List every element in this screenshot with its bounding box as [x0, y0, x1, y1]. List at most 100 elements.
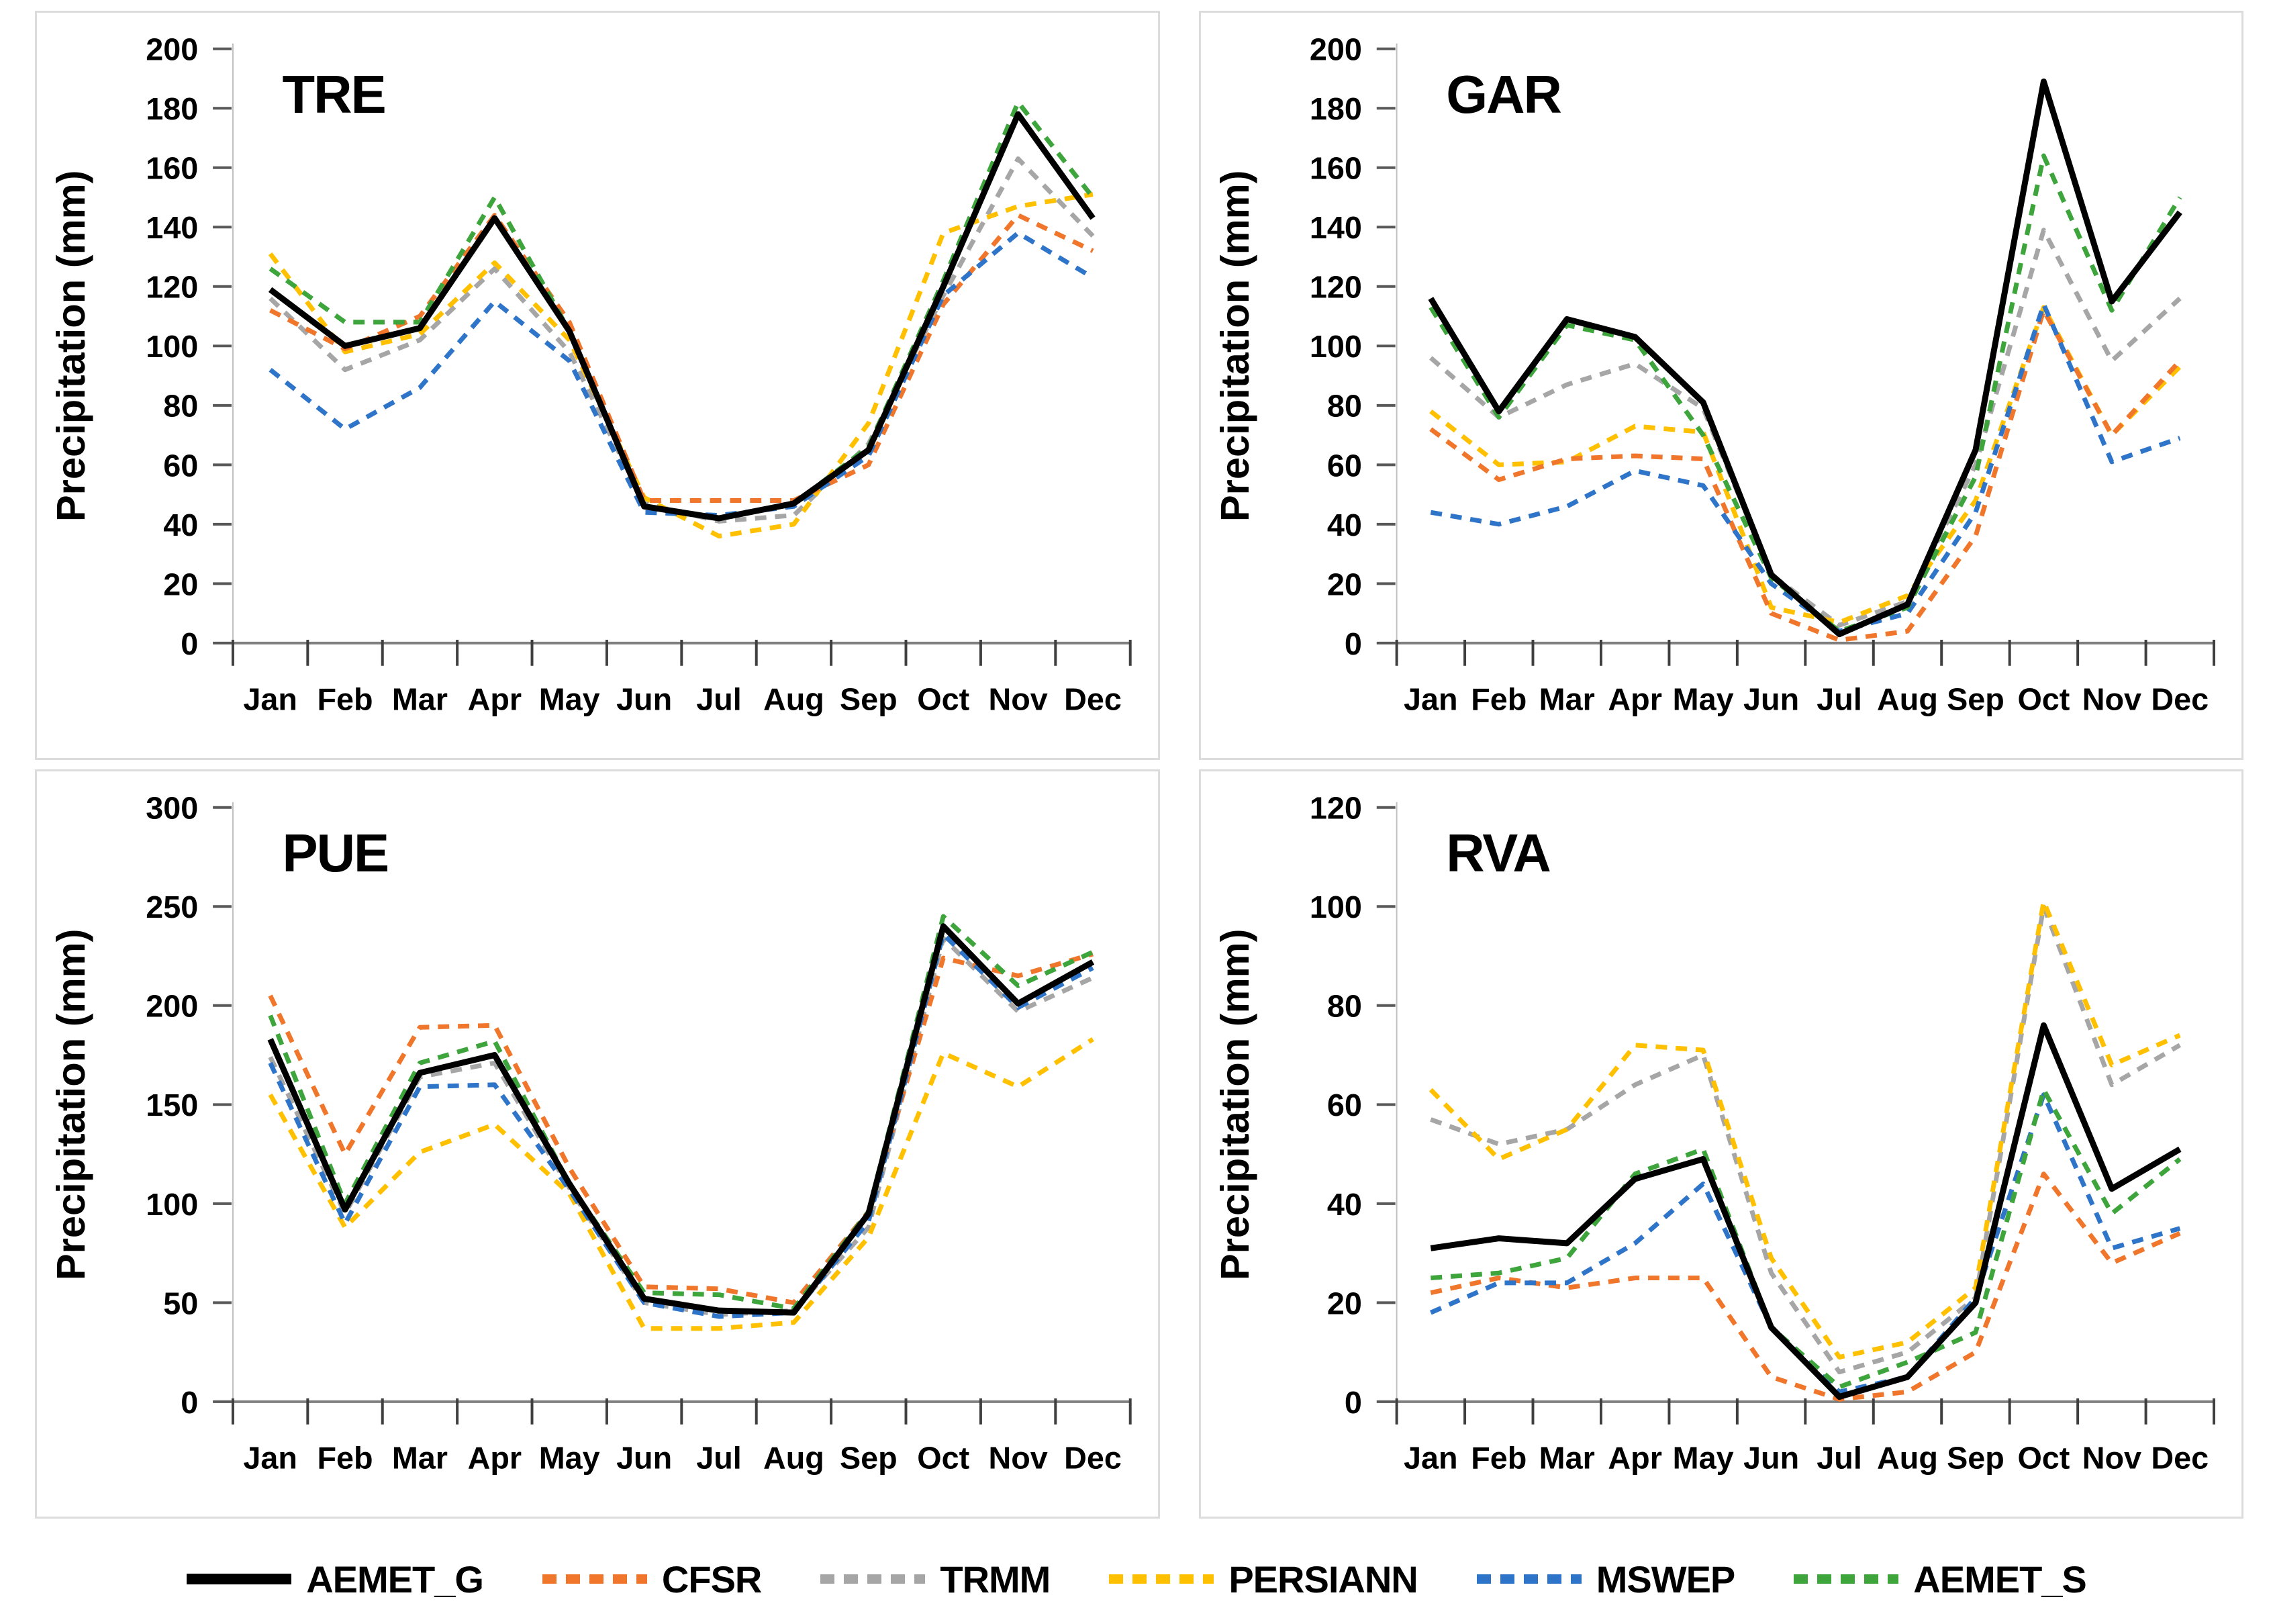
- chart-panel-rva: 0 20 40 60 80 100 120 Jan Feb Mar Apr May Jun Jul Aug S…: [1199, 769, 2243, 1519]
- legend-swatch-dashed-line: [820, 1574, 926, 1584]
- y-axis-title: Precipitation (mm): [48, 170, 93, 522]
- y-tick-label: 0: [1345, 626, 1362, 661]
- x-tick-label: Dec: [2151, 681, 2209, 716]
- y-tick-label: 180: [1310, 91, 1362, 126]
- chart-svg: 0 20 40 60 80 100 120 Jan Feb Mar Apr May Jun Jul Aug S…: [1212, 791, 2216, 1475]
- x-tick-label: May: [539, 1440, 600, 1475]
- x-tick-label: Jan: [243, 1440, 297, 1475]
- y-tick-label: 20: [163, 567, 198, 602]
- series-line-persiann: [268, 192, 1094, 539]
- x-tick-label: Nov: [2082, 1440, 2141, 1475]
- chart-title: GAR: [1446, 64, 1561, 124]
- x-tick-label: Mar: [1539, 1440, 1595, 1475]
- series-line-cfsr: [1430, 1172, 2181, 1402]
- y-tick-label: 300: [146, 791, 198, 826]
- x-tick-label: Sep: [840, 681, 898, 716]
- y-tick-label: 80: [1327, 389, 1362, 424]
- y-axis-title: Precipitation (mm): [1212, 928, 1257, 1280]
- x-tick-label: Dec: [1064, 1440, 1122, 1475]
- x-tick-label: Aug: [763, 681, 824, 716]
- chart-svg: 0 50 100 150 200 250 300 Jan Feb Mar Apr May Jun Jul A…: [48, 791, 1132, 1475]
- y-tick-label: 100: [146, 1187, 198, 1222]
- series-line-aemet_s: [1431, 1087, 2182, 1390]
- x-tick-label: Feb: [1471, 1440, 1527, 1475]
- series-line-aemet_g: [1428, 78, 2182, 638]
- x-tick-label: Jun: [1743, 1440, 1799, 1475]
- y-tick-label: 80: [1327, 989, 1362, 1024]
- x-tick-label: Sep: [840, 1440, 898, 1475]
- x-tick-label: Sep: [1947, 1440, 2004, 1475]
- x-tick-label: Nov: [2082, 681, 2141, 716]
- legend-label: CFSR: [661, 1558, 762, 1601]
- legend-swatch-dashed-line: [542, 1574, 647, 1584]
- series-line-mswep: [269, 230, 1094, 518]
- y-axis-title: Precipitation (mm): [1212, 170, 1257, 522]
- y-tick-label: 80: [163, 389, 198, 424]
- legend-label: MSWEP: [1596, 1558, 1736, 1601]
- x-tick-label: Apr: [1608, 681, 1661, 716]
- chart-title: PUE: [283, 823, 389, 883]
- series-line-aemet_s: [269, 99, 1095, 521]
- series-line-aemet_g: [267, 923, 1095, 1316]
- chart-panel-tre: 0 20 40 60 80 100 120 140 160 180 200 Jan Feb Mar Apr M…: [35, 11, 1160, 760]
- legend-label: TRMM: [940, 1558, 1051, 1601]
- y-tick-label: 100: [146, 329, 198, 364]
- y-tick-label: 100: [1310, 329, 1362, 364]
- y-tick-label: 250: [146, 890, 198, 924]
- y-tick-label: 0: [1345, 1385, 1362, 1420]
- x-tick-label: Mar: [392, 681, 448, 716]
- y-tick-label: 100: [1310, 890, 1362, 924]
- y-tick-label: 60: [163, 448, 198, 483]
- chart-title: TRE: [283, 64, 385, 124]
- series-line-mswep: [1429, 1092, 2181, 1394]
- legend-label: AEMET_S: [1913, 1558, 2086, 1601]
- y-tick-label: 120: [1310, 791, 1362, 826]
- legend-label: PERSIANN: [1228, 1558, 1418, 1601]
- y-tick-label: 140: [1310, 210, 1362, 245]
- x-tick-label: Aug: [1877, 1440, 1938, 1475]
- series-line-aemet_g: [268, 111, 1096, 522]
- x-tick-label: Jun: [616, 681, 672, 716]
- series-line-trmm: [1429, 228, 2182, 628]
- x-tick-label: Apr: [468, 1440, 522, 1475]
- y-tick-label: 200: [146, 32, 198, 67]
- y-tick-label: 40: [1327, 1187, 1362, 1222]
- x-tick-label: Oct: [2017, 1440, 2070, 1475]
- x-tick-label: Sep: [1947, 681, 2004, 716]
- legend-item-aemet_g: AEMET_G: [187, 1558, 484, 1601]
- x-tick-label: Apr: [1608, 1440, 1661, 1475]
- x-tick-label: Feb: [317, 681, 373, 716]
- x-tick-label: May: [539, 681, 600, 716]
- series-line-persiann: [268, 1037, 1094, 1331]
- x-tick-label: Mar: [1539, 681, 1595, 716]
- legend-swatch-solid-line: [187, 1574, 292, 1584]
- y-tick-label: 0: [181, 626, 198, 661]
- x-tick-label: Dec: [1064, 681, 1122, 716]
- x-tick-label: Jan: [1404, 1440, 1458, 1475]
- x-tick-label: Aug: [1877, 681, 1938, 716]
- y-tick-label: 60: [1327, 448, 1362, 483]
- x-tick-label: Apr: [468, 681, 522, 716]
- y-tick-label: 20: [1327, 567, 1362, 602]
- legend-swatch-dashed-line: [1109, 1574, 1214, 1584]
- chart-title: RVA: [1446, 823, 1550, 883]
- legend-label: AEMET_G: [306, 1558, 484, 1601]
- chart-panel-pue: 0 50 100 150 200 250 300 Jan Feb Mar Apr May Jun Jul A…: [35, 769, 1160, 1519]
- series-line-cfsr: [268, 951, 1094, 1305]
- y-tick-label: 160: [146, 151, 198, 186]
- x-tick-label: Jun: [616, 1440, 672, 1475]
- y-tick-label: 150: [146, 1088, 198, 1123]
- y-tick-label: 20: [1327, 1286, 1362, 1321]
- series-line-trmm: [269, 156, 1095, 524]
- y-tick-label: 200: [146, 989, 198, 1024]
- x-tick-label: Dec: [2151, 1440, 2209, 1475]
- x-tick-label: Oct: [917, 1440, 969, 1475]
- y-tick-label: 40: [163, 508, 198, 542]
- y-tick-label: 120: [146, 270, 198, 305]
- chart-panel-gar: 0 20 40 60 80 100 120 140 160 180 200 Jan Feb Mar Apr M…: [1199, 11, 2243, 760]
- x-tick-label: Nov: [988, 681, 1047, 716]
- legend-swatch-dashed-line: [1476, 1574, 1582, 1584]
- x-tick-label: Jul: [696, 1440, 742, 1475]
- x-tick-label: Jan: [1404, 681, 1458, 716]
